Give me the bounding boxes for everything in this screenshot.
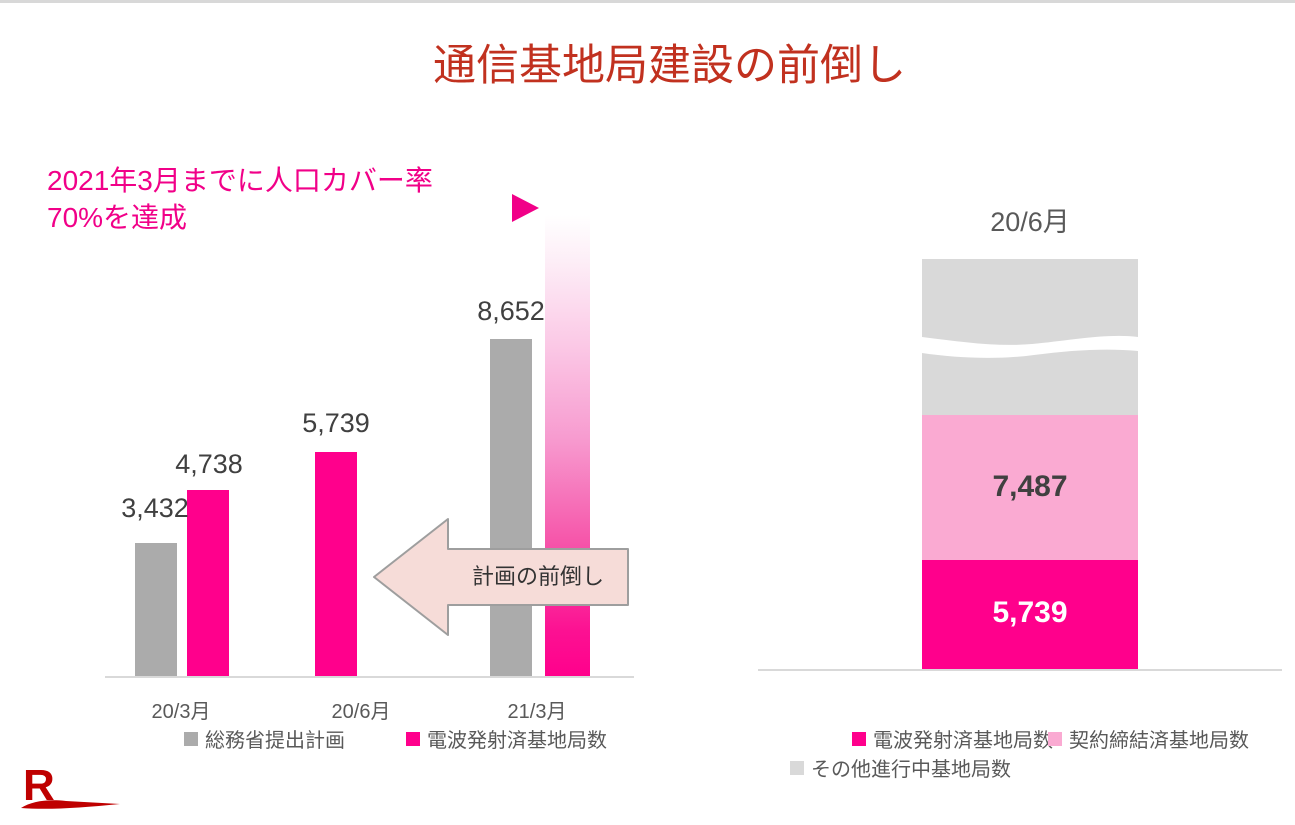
legend-item-plan: 総務省提出計画 [184, 724, 345, 753]
coverage-callout: 2021年3月までに人口カバー率 70%を達成 [47, 162, 433, 236]
coverage-callout-line1: 2021年3月までに人口カバー率 [47, 165, 433, 196]
legend-swatch-lightgray-icon [790, 760, 804, 775]
bar-onair-20-6 [315, 452, 357, 677]
page-title: 通信基地局建設の前倒し [433, 42, 906, 90]
bar-plan-21-3 [490, 339, 532, 677]
segment-contracted [922, 415, 1138, 560]
value-label-plan-20-3: 3,432 [121, 493, 189, 523]
bar-plan-20-3 [135, 543, 177, 677]
value-label-onair-20-6: 5,739 [302, 408, 370, 438]
x-tick-21-3: 21/3月 [507, 701, 567, 723]
right-chart-title: 20/6月 [990, 207, 1070, 237]
arrow-label: 計画の前倒し [471, 564, 604, 589]
legend-swatch-pink-icon [852, 731, 866, 746]
legend-label-onair-right: 電波発射済基地局数 [873, 730, 1053, 752]
segment-label-contracted: 7,487 [992, 470, 1068, 503]
segment-label-onair: 5,739 [992, 596, 1068, 629]
legend-swatch-gray-icon [184, 731, 198, 746]
rakuten-logo-letter: R [23, 761, 55, 810]
legend-item-contracted: 契約締結済基地局数 [1048, 724, 1249, 753]
right-chart-x-axis [758, 669, 1282, 671]
value-label-onair-20-3: 4,738 [175, 449, 243, 479]
legend-item-onair: 電波発射済基地局数 [406, 724, 607, 753]
legend-swatch-pink-icon [406, 731, 420, 746]
legend-item-onair-right: 電波発射済基地局数 [852, 724, 1053, 753]
legend-label-plan: 総務省提出計画 [205, 730, 345, 752]
logo-swoosh-icon [21, 800, 120, 809]
legend-label-onair: 電波発射済基地局数 [427, 730, 607, 752]
top-edge-divider [0, 0, 1295, 3]
legend-label-contracted: 契約締結済基地局数 [1069, 730, 1249, 752]
triangle-right-icon [512, 194, 539, 222]
coverage-callout-line2: 70%を達成 [47, 202, 188, 233]
value-label-plan-21-3: 8,652 [477, 296, 545, 326]
x-tick-20-6: 20/6月 [331, 701, 391, 723]
break-wave-icon [922, 335, 1138, 358]
segment-onair [922, 560, 1138, 670]
left-chart-x-axis [105, 676, 634, 678]
legend-label-other: その他進行中基地局数 [811, 759, 1011, 781]
bar-onair-20-3 [187, 490, 229, 677]
left-arrow-icon [373, 518, 629, 636]
legend-item-other: その他進行中基地局数 [790, 753, 1011, 782]
legend-swatch-lightpink-icon [1048, 731, 1062, 746]
x-tick-20-3: 20/3月 [151, 701, 211, 723]
